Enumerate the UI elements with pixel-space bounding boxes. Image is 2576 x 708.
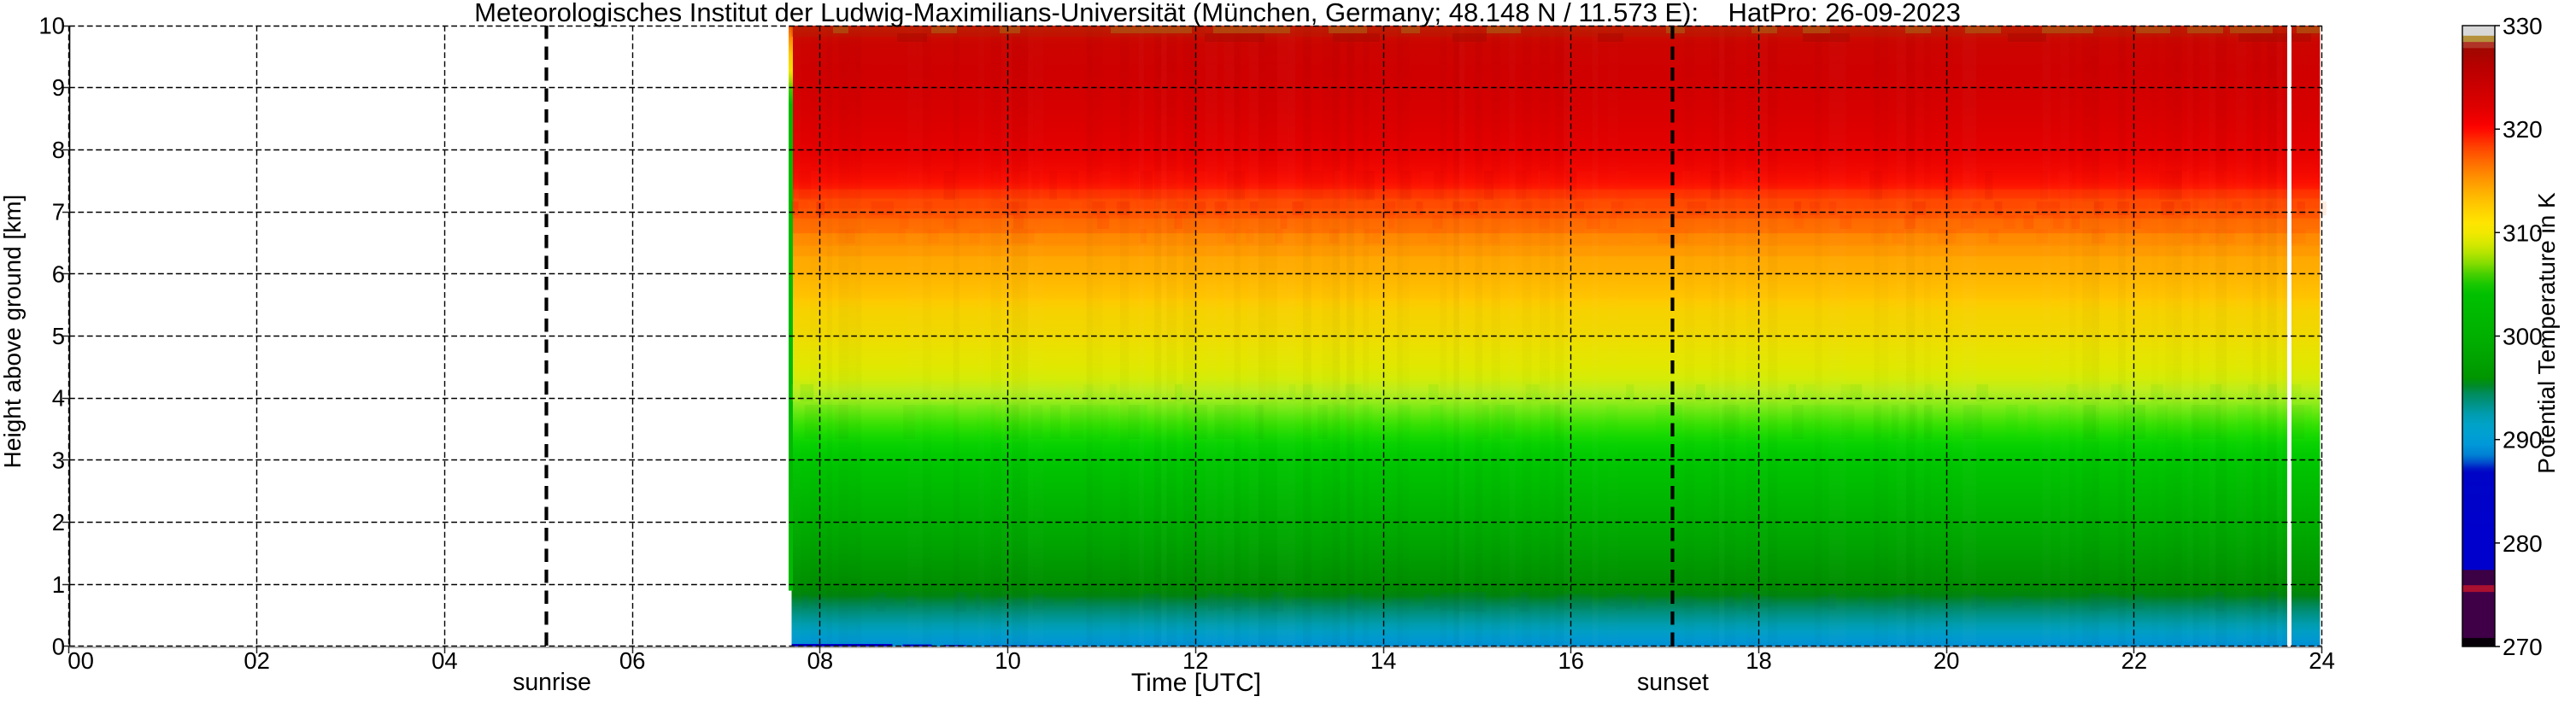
svg-text:02: 02 bbox=[244, 647, 270, 674]
svg-text:0: 0 bbox=[52, 634, 65, 660]
svg-text:08: 08 bbox=[807, 647, 834, 674]
svg-text:Potential Temperature in K: Potential Temperature in K bbox=[2533, 192, 2560, 474]
svg-text:22: 22 bbox=[2121, 647, 2148, 674]
svg-text:7: 7 bbox=[52, 199, 65, 225]
svg-text:24: 24 bbox=[2309, 647, 2335, 674]
svg-text:16: 16 bbox=[1558, 647, 1585, 674]
svg-text:330: 330 bbox=[2503, 13, 2543, 39]
svg-text:8: 8 bbox=[52, 137, 65, 163]
svg-text:04: 04 bbox=[431, 647, 458, 674]
svg-text:sunset: sunset bbox=[1637, 669, 1709, 696]
svg-text:270: 270 bbox=[2503, 634, 2543, 660]
svg-text:20: 20 bbox=[1933, 647, 1960, 674]
svg-text:2: 2 bbox=[52, 509, 65, 535]
svg-text:300: 300 bbox=[2503, 324, 2543, 350]
svg-text:14: 14 bbox=[1370, 647, 1397, 674]
svg-text:6: 6 bbox=[52, 260, 65, 287]
svg-text:3: 3 bbox=[52, 447, 65, 473]
svg-text:10: 10 bbox=[995, 647, 1021, 674]
svg-text:4: 4 bbox=[52, 385, 65, 412]
svg-text:12: 12 bbox=[1182, 647, 1209, 674]
svg-text:00: 00 bbox=[67, 647, 94, 674]
svg-text:10: 10 bbox=[38, 13, 65, 39]
svg-text:Meteorologisches Institut der: Meteorologisches Institut der Ludwig-Max… bbox=[474, 0, 1961, 27]
svg-text:sunrise: sunrise bbox=[513, 669, 591, 696]
svg-text:310: 310 bbox=[2503, 219, 2543, 246]
svg-text:06: 06 bbox=[619, 647, 646, 674]
svg-text:9: 9 bbox=[52, 74, 65, 101]
svg-text:Height above ground [km]: Height above ground [km] bbox=[0, 195, 26, 469]
svg-text:18: 18 bbox=[1746, 647, 1772, 674]
svg-text:Time [UTC]: Time [UTC] bbox=[1131, 669, 1261, 697]
svg-text:5: 5 bbox=[52, 323, 65, 349]
svg-text:290: 290 bbox=[2503, 427, 2543, 453]
svg-text:320: 320 bbox=[2503, 116, 2543, 143]
svg-text:280: 280 bbox=[2503, 530, 2543, 557]
svg-text:1: 1 bbox=[52, 571, 65, 598]
